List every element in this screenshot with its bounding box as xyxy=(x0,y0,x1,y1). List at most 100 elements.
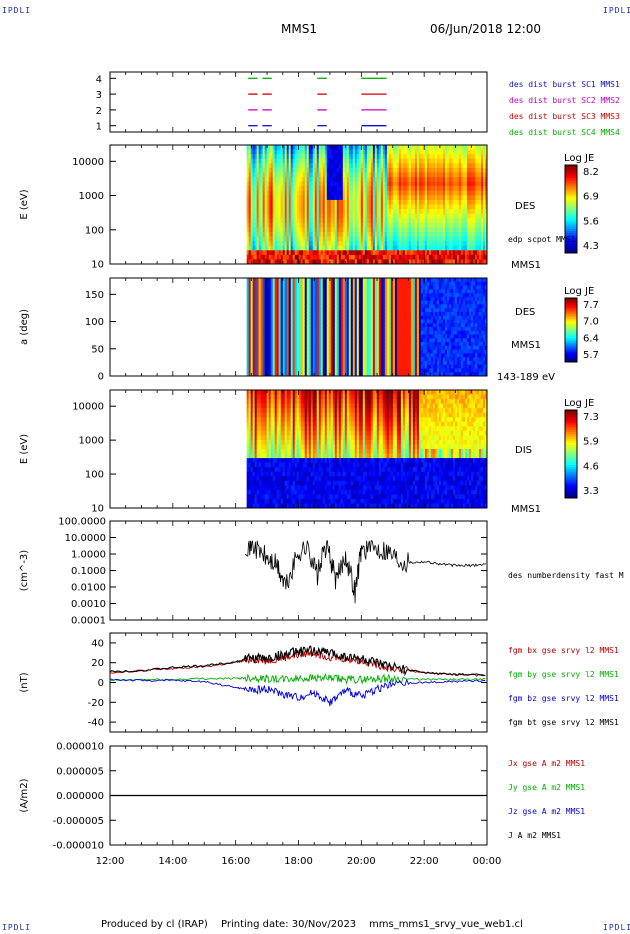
des-pitch-angle-cell xyxy=(294,289,298,294)
des-pitch-angle-cell xyxy=(296,289,300,294)
des-pitch-angle-cell xyxy=(294,364,298,369)
des-pitch-angle-cell xyxy=(314,334,318,339)
des-energy-spectrogram-cell xyxy=(330,158,334,164)
des-energy-spectrogram-cell xyxy=(260,218,264,224)
des-energy-spectrogram-cell xyxy=(290,231,294,237)
des-energy-spectrogram-cell xyxy=(376,204,380,210)
des-pitch-angle-cell xyxy=(286,349,290,354)
des-energy-spectrogram-cell xyxy=(480,222,484,228)
des-pitch-angle-cell xyxy=(318,353,322,358)
des-energy-spectrogram-cell xyxy=(312,231,316,237)
des-energy-spectrogram-cell xyxy=(330,241,334,247)
des-pitch-angle-cell xyxy=(296,278,300,283)
des-energy-spectrogram-cell xyxy=(392,250,396,256)
des-energy-spectrogram-cell xyxy=(262,241,266,247)
des-energy-spectrogram-cell xyxy=(256,167,260,173)
des-pitch-angle-cell xyxy=(316,319,320,324)
des-energy-spectrogram-cell xyxy=(320,199,324,205)
des-pitch-angle-cell xyxy=(344,330,348,335)
des-energy-spectrogram-cell xyxy=(264,222,268,228)
des-energy-spectrogram-cell xyxy=(268,227,272,233)
des-energy-spectrogram-cell xyxy=(432,241,436,247)
des-energy-spectrogram-cell xyxy=(420,154,424,160)
des-energy-spectrogram-cell xyxy=(262,154,266,160)
des-pitch-angle-cell xyxy=(318,289,322,294)
des-energy-spectrogram-cell xyxy=(450,245,454,251)
des-energy-spectrogram-cell xyxy=(340,254,344,260)
des-energy-spectrogram-cell xyxy=(254,236,258,242)
des-energy-spectrogram-cell xyxy=(342,227,346,233)
des-energy-spectrogram-cell xyxy=(348,254,352,260)
des-energy-spectrogram-cell xyxy=(300,167,304,173)
des-energy-spectrogram-cell xyxy=(460,222,464,228)
des-energy-spectrogram-cell xyxy=(412,181,416,187)
des-pitch-angle-cell xyxy=(260,278,264,283)
des-energy-spectrogram-cell xyxy=(420,177,424,183)
des-energy-spectrogram-cell xyxy=(322,158,326,164)
des-energy-spectrogram-cell xyxy=(256,254,260,260)
des-energy-spectrogram-cell xyxy=(250,245,254,251)
des-energy-spectrogram-cell xyxy=(446,245,450,251)
des-energy-spectrogram-cell xyxy=(274,195,278,201)
des-energy-spectrogram-cell xyxy=(378,163,382,169)
des-pitch-angle-cell xyxy=(254,308,258,313)
des-pitch-angle-cell xyxy=(298,345,302,351)
des-pitch-angle-cell xyxy=(260,323,264,328)
des-pitch-angle-cell xyxy=(358,327,362,332)
des-pitch-angle-cell xyxy=(344,349,348,354)
des-energy-spectrogram-cell xyxy=(438,254,442,260)
des-energy-spectrogram-cell xyxy=(296,167,300,173)
des-energy-spectrogram-cell xyxy=(264,177,268,183)
des-energy-spectrogram-cell xyxy=(462,245,466,251)
des-energy-spectrogram-cell xyxy=(282,227,286,233)
des-pitch-angle-cell xyxy=(314,368,318,373)
des-pitch-angle-cell xyxy=(270,330,274,335)
des-energy-spectrogram-cell xyxy=(378,227,382,233)
des-energy-spectrogram-cell xyxy=(416,149,420,155)
des-energy-spectrogram-cell xyxy=(248,245,252,251)
des-pitch-angle-cell xyxy=(366,349,370,354)
des-energy-spectrogram-cell xyxy=(440,199,444,205)
des-energy-spectrogram-cell xyxy=(252,190,256,196)
des-pitch-angle-cell xyxy=(300,296,304,302)
des-pitch-angle-cell xyxy=(316,327,320,332)
des-pitch-angle-cell xyxy=(374,311,378,317)
des-energy-spectrogram-cell xyxy=(384,172,388,178)
des-energy-spectrogram-cell xyxy=(294,199,298,205)
des-energy-spectrogram-cell xyxy=(382,177,386,183)
des-energy-spectrogram-cell xyxy=(428,250,432,256)
des-pitch-angle-cell xyxy=(314,311,318,317)
des-pitch-angle-cell xyxy=(334,353,338,358)
des-energy-spectrogram-cell xyxy=(260,181,264,187)
des-energy-spectrogram-cell xyxy=(338,190,342,196)
des-energy-spectrogram-cell xyxy=(412,195,416,201)
des-energy-spectrogram-cell xyxy=(260,167,264,173)
des-pitch-angle-cell xyxy=(260,338,264,343)
des-energy-spectrogram-cell xyxy=(362,213,366,219)
des-energy-spectrogram-cell xyxy=(266,158,270,164)
des-pitch-angle-cell xyxy=(290,281,294,286)
des-pitch-angle-cell xyxy=(272,304,276,309)
des-energy-spectrogram-cell xyxy=(260,199,264,205)
des-pitch-angle-cell xyxy=(354,289,358,294)
des-pitch-angle-cell xyxy=(330,334,334,339)
des-energy-spectrogram-cell xyxy=(268,190,272,196)
des-energy-spectrogram-cell xyxy=(404,145,408,150)
des-pitch-angle-cell xyxy=(338,364,342,369)
des-energy-spectrogram-cell xyxy=(260,172,264,178)
des-energy-spectrogram-cell xyxy=(290,158,294,164)
des-pitch-angle-cell xyxy=(356,338,360,343)
des-energy-spectrogram-cell xyxy=(452,190,456,196)
des-pitch-angle-cell xyxy=(282,364,286,369)
des-pitch-angle-cell xyxy=(362,357,366,362)
des-energy-spectrogram-cell xyxy=(370,158,374,164)
des-energy-spectrogram-cell xyxy=(268,222,272,228)
des-energy-spectrogram-cell xyxy=(468,172,472,178)
des-energy-spectrogram-cell xyxy=(252,236,256,242)
des-energy-spectrogram-cell xyxy=(450,241,454,247)
des-pitch-angle-cell xyxy=(340,372,344,377)
des-energy-spectrogram-cell xyxy=(442,154,446,160)
des-pitch-angle-cell xyxy=(350,364,354,369)
des-pitch-angle-cell xyxy=(264,308,268,313)
des-pitch-angle-cell xyxy=(368,345,372,351)
